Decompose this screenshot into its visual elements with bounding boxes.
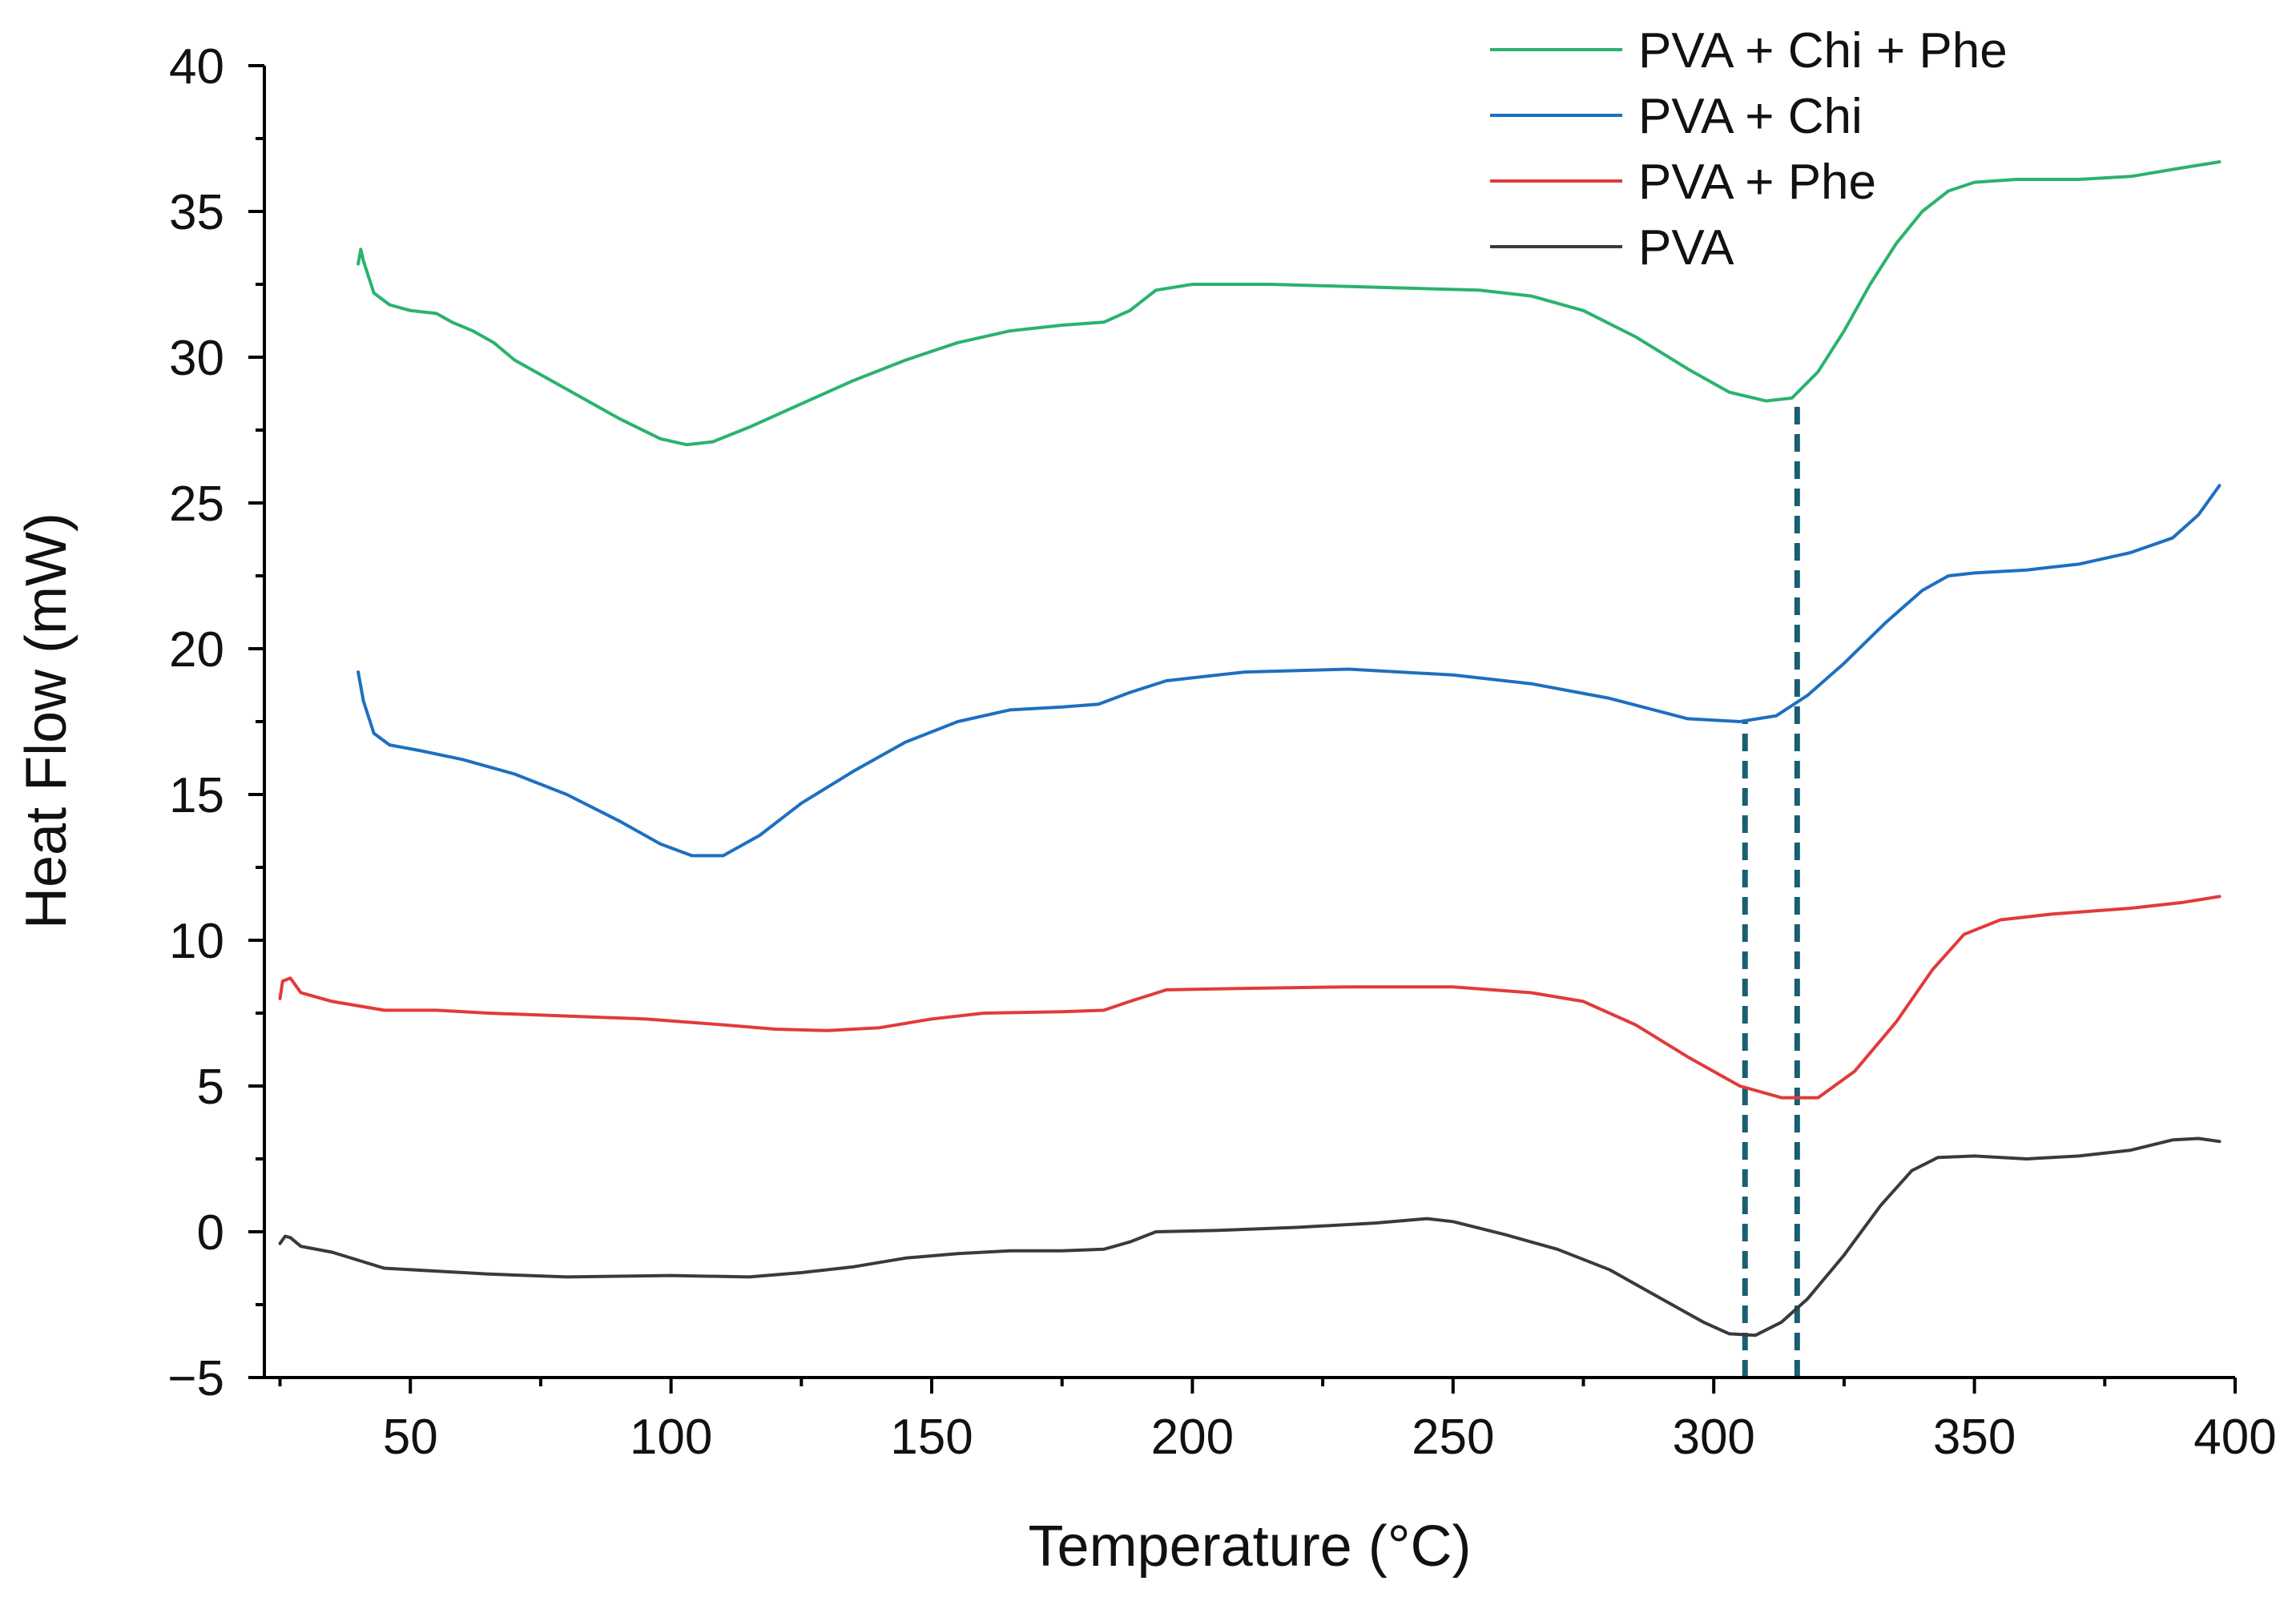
x-tick-label: 100: [630, 1410, 712, 1465]
y-tick-label: 20: [169, 622, 224, 678]
y-tick-label: 40: [169, 39, 224, 95]
y-axis-ticks: −5 0 5 10 15 20 25 30 35 40: [167, 39, 264, 1406]
x-tick-label: 300: [1672, 1410, 1754, 1465]
y-tick-label: 5: [197, 1060, 224, 1115]
legend-label: PVA + Chi: [1638, 89, 1863, 144]
series-line-pva-chi: [356, 484, 2221, 858]
y-tick-label: 0: [197, 1205, 224, 1261]
legend: PVA + Chi + Phe PVA + Chi PVA + Phe PVA: [1490, 23, 2008, 276]
x-axis-title: Temperature (°C): [1029, 1514, 1472, 1579]
series-line-pva-chi-phe: [356, 160, 2221, 447]
legend-label: PVA: [1638, 220, 1734, 276]
x-tick-label: 50: [383, 1410, 438, 1465]
y-tick-label: 30: [169, 331, 224, 386]
y-tick-label: 35: [169, 185, 224, 240]
series-lines: [278, 160, 2221, 1338]
y-tick-label: −5: [167, 1351, 224, 1406]
series-line-pva: [278, 1136, 2221, 1338]
x-tick-label: 250: [1412, 1410, 1494, 1465]
reference-lines: [1742, 400, 1800, 1378]
y-tick-label: 10: [169, 914, 224, 969]
series-line-pva-phe: [278, 895, 2221, 1100]
legend-label: PVA + Phe: [1638, 155, 1876, 210]
y-tick-label: 25: [169, 477, 224, 532]
legend-label: PVA + Chi + Phe: [1638, 23, 2008, 78]
x-tick-label: 350: [1933, 1410, 2016, 1465]
y-axis-title: Heat Flow (mW): [14, 513, 79, 929]
y-tick-label: 15: [169, 768, 224, 823]
x-axis-ticks: 50 100 150 200 250 300 350 400: [278, 1378, 2277, 1465]
x-tick-label: 400: [2193, 1410, 2276, 1465]
x-tick-label: 150: [890, 1410, 973, 1465]
x-tick-label: 200: [1151, 1410, 1234, 1465]
